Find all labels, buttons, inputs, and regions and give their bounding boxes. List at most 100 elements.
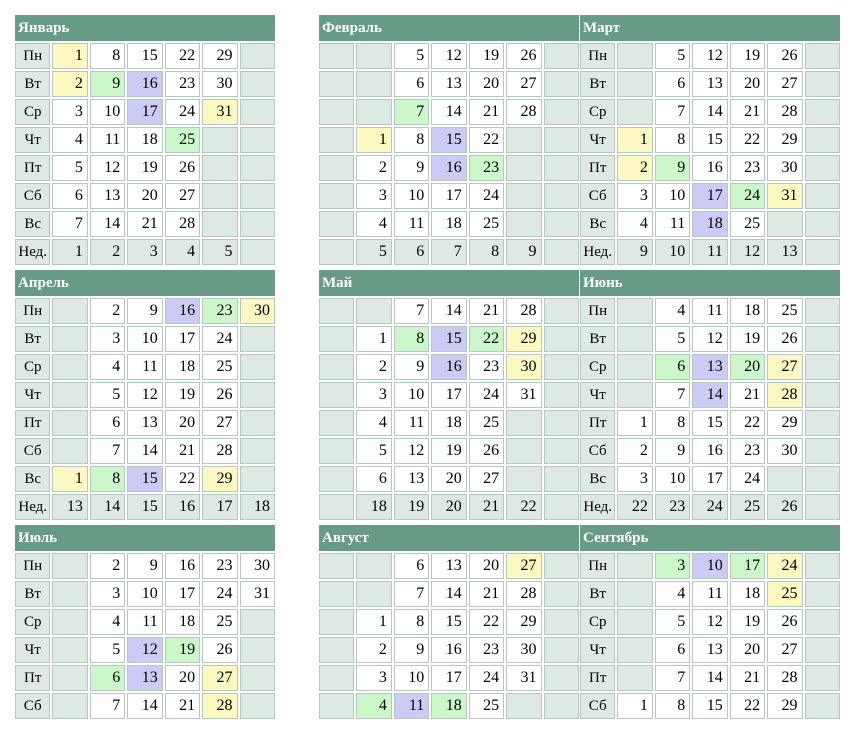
empty-cell [543,665,579,691]
day-cell: 24 [164,99,201,125]
weekday-row: 6 13 20 27 [319,553,579,579]
weekday-label: Пт [580,155,616,181]
empty-cell [543,609,579,635]
empty-cell [202,127,238,153]
day-cell: 28 [164,211,201,237]
month-june: Июнь Пн 4 11 18 25 Вт 5 12 19 26 Ср 6 13 20 27 Чт 7 14 21 2… [580,270,840,522]
weekday-row: Пн 5 12 19 26 [580,43,840,69]
day-cell: 5 [89,637,126,663]
weekday-row: Пт 1 8 15 22 29 [580,410,840,436]
day-cell: 21 [468,581,505,607]
day-cell: 20 [729,637,766,663]
week-number: 17 [202,494,238,520]
day-cell: 8 [654,410,691,436]
empty-cell [319,494,355,520]
weekday-row: 7 14 21 28 [319,99,579,125]
day-cell: 3 [356,382,392,408]
week-number: 8 [468,239,505,265]
weekday-row: Пт 6 13 20 27 [15,410,275,436]
empty-cell [319,581,355,607]
day-cell: 22 [468,326,505,352]
day-cell: 23 [468,155,505,181]
empty-cell [239,43,275,69]
weekday-row: Сб 7 14 21 28 [15,693,275,719]
weekday-row: 5 12 19 26 [319,43,579,69]
weekday-row: Пн 1 8 15 22 29 [15,43,275,69]
day-cell: 20 [468,71,505,97]
empty-cell [52,354,88,380]
day-cell: 1 [356,127,392,153]
empty-cell [319,155,355,181]
weekday-row: 1 8 15 22 [319,127,579,153]
week-number: 13 [767,239,803,265]
day-cell: 28 [767,665,803,691]
weekday-row: Ср 3 10 17 24 31 [15,99,275,125]
weekday-row: 3 10 17 24 31 [319,382,579,408]
empty-cell [239,155,275,181]
weekday-label: Ср [15,354,51,380]
day-cell: 4 [654,298,691,324]
day-cell: 23 [202,298,238,324]
day-cell: 25 [767,581,803,607]
weekday-row: Вт 4 11 18 25 [580,581,840,607]
day-cell: 28 [506,298,542,324]
empty-cell [617,609,653,635]
day-cell: 24 [468,382,505,408]
weekday-row: 5 12 19 26 [319,438,579,464]
month-table: Пн 2 9 16 23 30 Вт 3 10 17 24 Ср 4 11 18 25 Чт 5 12 19 26 Пт 6… [13,296,277,522]
day-cell: 31 [767,183,803,209]
weekday-label: Сб [15,693,51,719]
weekday-label: Сб [580,693,616,719]
day-cell: 15 [692,127,728,153]
week-number: 22 [506,494,542,520]
empty-cell [617,71,653,97]
empty-cell [617,665,653,691]
week-label: Нед. [580,239,616,265]
day-cell: 12 [127,382,163,408]
day-cell: 19 [729,326,766,352]
empty-cell [804,71,840,97]
weekday-row: Пт 6 13 20 27 [15,665,275,691]
day-cell: 6 [393,71,430,97]
weekday-row: Ср 7 14 21 28 [580,99,840,125]
day-cell: 30 [202,71,238,97]
day-cell: 4 [89,609,126,635]
empty-cell [239,438,275,464]
empty-cell [543,410,579,436]
day-cell: 4 [356,693,392,719]
month-table: Пн 1 8 15 22 29 Вт 2 9 16 23 30 Ср 3 10 17 24 31 Чт 4 11 18 25… [13,41,277,267]
day-cell: 30 [506,354,542,380]
empty-cell [239,71,275,97]
empty-cell [804,99,840,125]
day-cell: 7 [393,298,430,324]
weekday-label: Ср [15,609,51,635]
empty-cell [804,494,840,520]
day-cell: 22 [729,410,766,436]
month-table: Пн 5 12 19 26 Вт 6 13 20 27 Ср 7 14 21 28 Чт 1 8 15 22 29 Пт 2… [578,41,842,267]
week-number: 14 [89,494,126,520]
day-cell: 13 [89,183,126,209]
weekday-row: 1 8 15 22 29 [319,326,579,352]
day-cell: 19 [164,637,201,663]
day-cell: 25 [468,693,505,719]
month-table: Пн 4 11 18 25 Вт 5 12 19 26 Ср 6 13 20 27 Чт 7 14 21 28 Пт 1 8… [578,296,842,522]
day-cell: 6 [654,637,691,663]
day-cell: 25 [729,211,766,237]
empty-cell [319,127,355,153]
day-cell: 3 [654,553,691,579]
day-cell: 15 [431,609,467,635]
empty-cell [543,298,579,324]
weekday-row: Чт 7 14 21 28 [580,382,840,408]
day-cell: 25 [164,127,201,153]
weekday-label: Пт [580,410,616,436]
day-cell: 31 [239,581,275,607]
empty-cell [617,99,653,125]
day-cell: 2 [617,155,653,181]
empty-cell [52,410,88,436]
week-number: 5 [202,239,238,265]
day-cell: 15 [692,693,728,719]
day-cell: 9 [393,155,430,181]
day-cell: 14 [431,581,467,607]
day-cell: 14 [431,99,467,125]
week-number-row: Нед. 9 10 11 12 13 [580,239,840,265]
